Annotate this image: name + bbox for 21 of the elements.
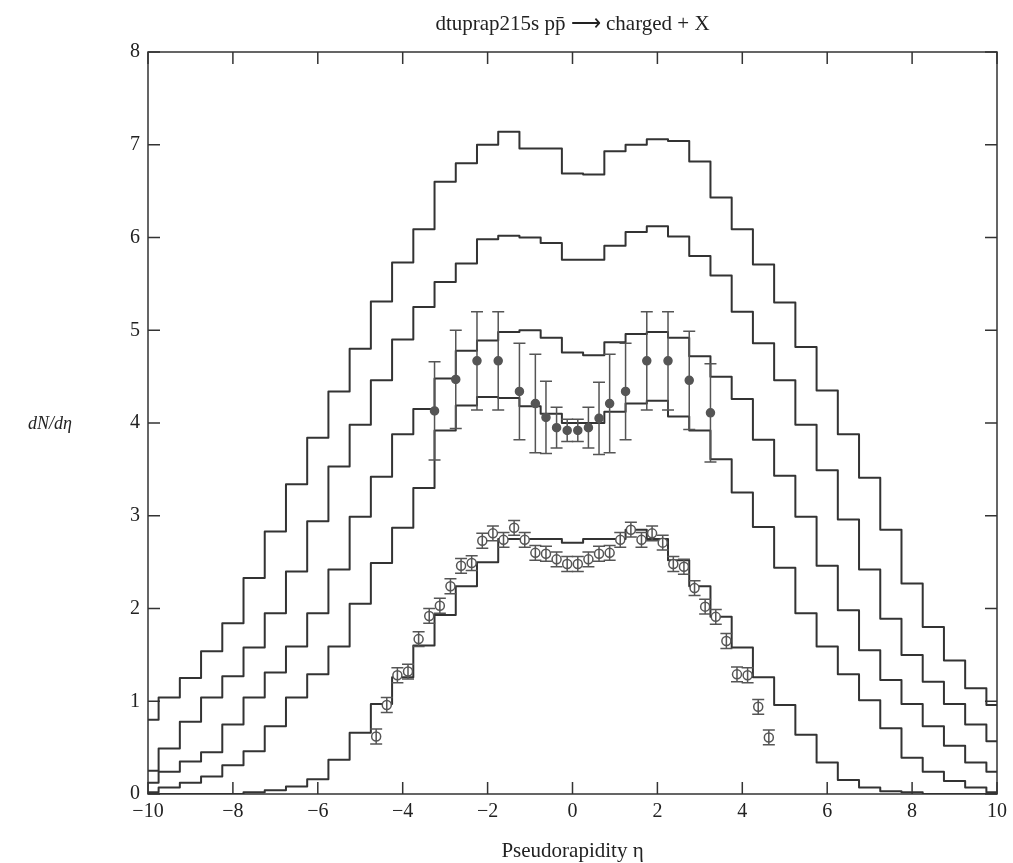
x-tick-label: −8 bbox=[222, 799, 244, 822]
y-tick-label: 8 bbox=[130, 39, 140, 62]
x-tick-label: −6 bbox=[307, 799, 329, 822]
y-tick-label: 4 bbox=[130, 410, 140, 433]
x-tick-label: 10 bbox=[987, 799, 1007, 822]
x-axis-title: Pseudorapidity η bbox=[501, 838, 644, 862]
x-tick-label: 0 bbox=[567, 799, 578, 822]
x-tick-label: 6 bbox=[822, 799, 833, 822]
y-tick-label: 6 bbox=[130, 224, 140, 247]
y-tick-label: 7 bbox=[130, 132, 140, 154]
x-tick-label: 8 bbox=[907, 799, 918, 822]
x-tick-label: 4 bbox=[737, 799, 748, 822]
x-tick-label: −2 bbox=[476, 799, 499, 822]
y-axis-title: dN/dη bbox=[28, 413, 73, 433]
x-tick-label: −4 bbox=[392, 799, 414, 822]
chart-title: dtuprap215s pp̄ ⟶ charged + X bbox=[435, 11, 710, 35]
y-tick-label: 5 bbox=[130, 317, 140, 340]
y-tick-label: 2 bbox=[130, 595, 140, 618]
y-tick-label: 3 bbox=[130, 503, 140, 525]
x-tick-label: 2 bbox=[652, 799, 663, 822]
y-tick-label: 1 bbox=[130, 688, 140, 711]
